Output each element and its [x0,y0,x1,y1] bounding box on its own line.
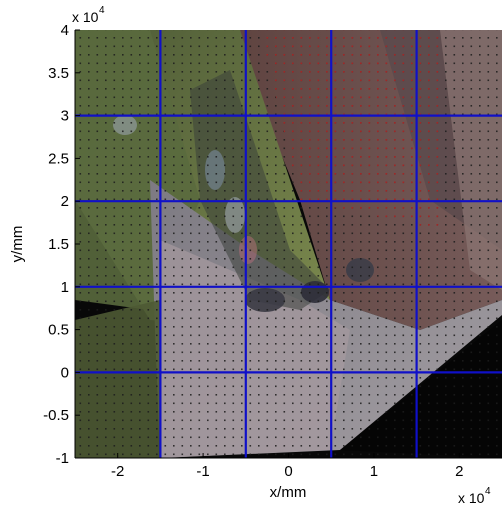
x-multiplier: x 10 4 [458,486,491,506]
y-axis-label: y/mm [9,226,26,263]
y-tick-label: 4 [61,22,69,39]
x-tick-label: 2 [455,463,463,480]
y-tick-label: -1 [56,450,69,467]
y-tick-label: 0 [61,364,69,381]
x-axis-label: x/mm [270,484,307,501]
y-tick-label: 2 [61,193,69,210]
y-multiplier-base: x 10 [72,9,99,25]
y-tick-label: 1.5 [48,236,69,253]
tick-labels: -2 -1 0 1 2 -1 -0.5 0 0.5 1 1.5 2 2.5 3 3.5 4 [43,22,463,480]
x-tick-label: 1 [370,463,378,480]
x-multiplier-base: x 10 [458,490,485,506]
grid-lines [75,30,502,458]
y-tick-label: 3 [61,108,69,125]
y-tick-label: -0.5 [43,407,69,424]
rectified-image [75,30,502,458]
y-multiplier-exponent: 4 [99,5,105,16]
x-multiplier-exponent: 4 [485,486,491,497]
y-tick-label: 1 [61,279,69,296]
y-tick-label: 0.5 [48,322,69,339]
y-tick-label: 2.5 [48,150,69,167]
y-tick-label: 3.5 [48,65,69,82]
y-multiplier: x 10 4 [72,5,105,25]
x-tick-label: 0 [284,463,292,480]
x-tick-label: -2 [111,463,124,480]
x-tick-label: -1 [196,463,209,480]
